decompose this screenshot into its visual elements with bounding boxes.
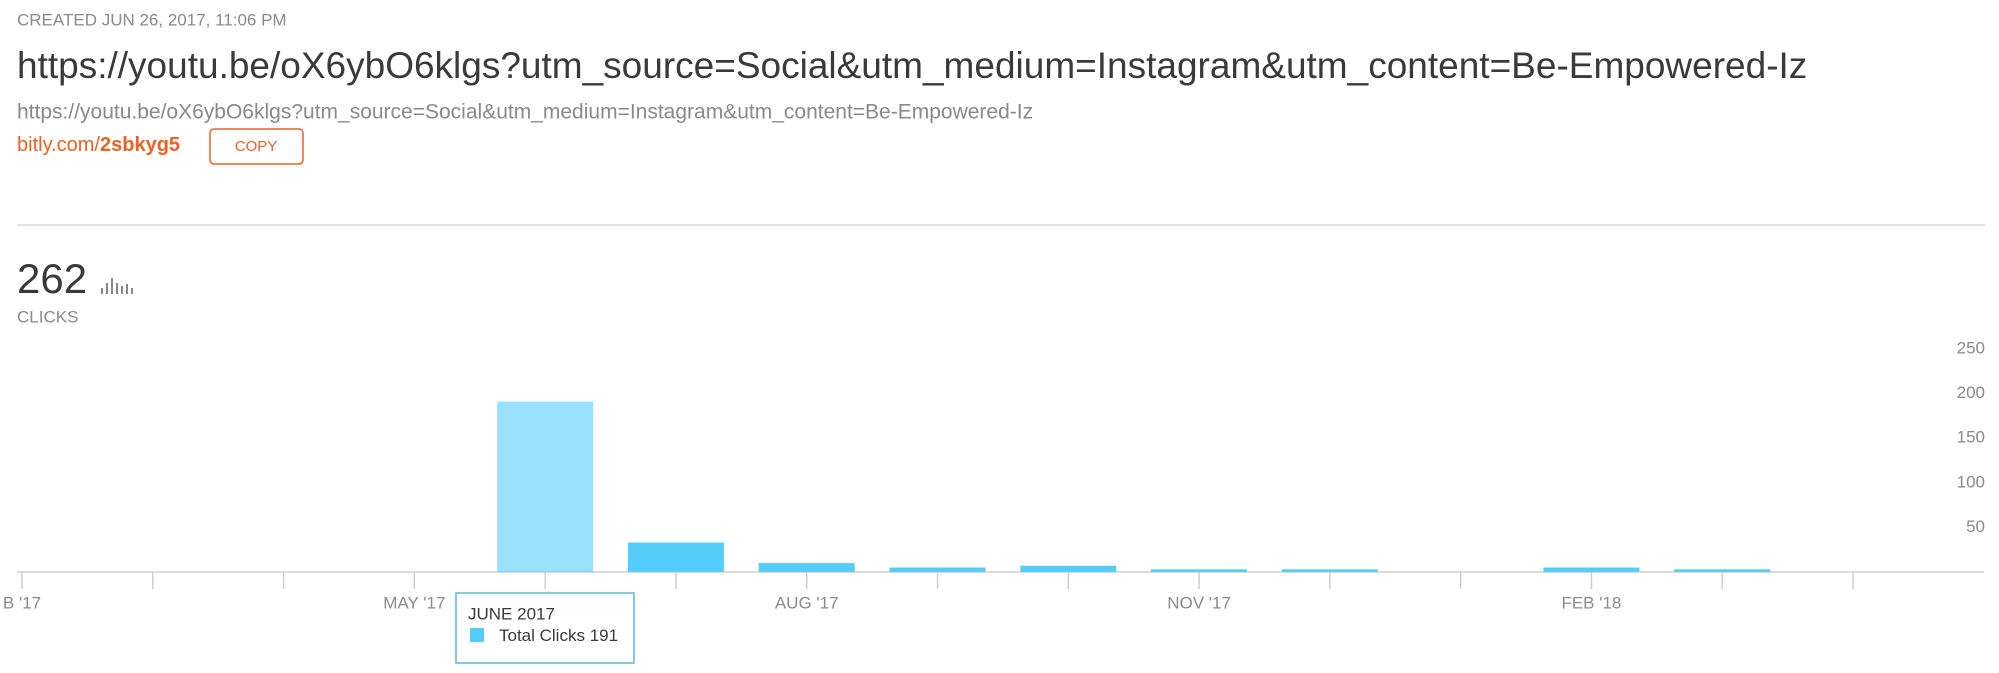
clicks-label: CLICKS xyxy=(17,307,78,326)
y-tick-label: 200 xyxy=(1957,383,1985,402)
bar xyxy=(1151,569,1248,572)
created-date: CREATED JUN 26, 2017, 11:06 PM xyxy=(17,10,287,29)
chart: 50 100 150 200 250 B '17 MAY '17 AUG '17 NOV '17… xyxy=(3,338,1985,612)
bar xyxy=(1543,567,1640,572)
copy-label: COPY xyxy=(235,138,278,155)
tooltip-title: JUNE 2017 xyxy=(468,604,555,623)
bar xyxy=(1020,565,1117,572)
x-tick-label: NOV '17 xyxy=(1167,593,1231,612)
y-tick-label: 150 xyxy=(1957,428,1985,447)
y-tick-label: 100 xyxy=(1957,472,1985,491)
tooltip: JUNE 2017 Total Clicks 191 xyxy=(455,592,635,664)
x-tick-label: MAY '17 xyxy=(383,593,445,612)
chart-icon xyxy=(101,278,133,294)
bar xyxy=(497,401,594,572)
link-title: https://youtu.be/oX6ybO6klgs?utm_source=… xyxy=(17,45,1807,86)
bar xyxy=(1281,569,1378,572)
short-domain: bitly.com/ xyxy=(17,134,100,156)
bar xyxy=(1674,569,1771,572)
tooltip-swatch xyxy=(470,628,484,642)
short-code: 2sbkyg5 xyxy=(100,134,180,156)
tooltip-box xyxy=(455,592,635,664)
bar xyxy=(627,542,724,572)
y-tick-label: 50 xyxy=(1966,517,1985,536)
short-link[interactable]: bitly.com/2sbkyg5 xyxy=(17,134,180,156)
bar xyxy=(758,563,855,572)
x-tick-label: FEB '18 xyxy=(1561,593,1621,612)
tooltip-series: Total Clicks 191 xyxy=(499,626,618,645)
x-tick-label: AUG '17 xyxy=(775,593,839,612)
long-url[interactable]: https://youtu.be/oX6ybO6klgs?utm_source=… xyxy=(17,101,1033,124)
x-tick-label: B '17 xyxy=(3,593,41,612)
tooltip-series-name: Total Clicks xyxy=(499,626,585,645)
total-clicks: 262 xyxy=(17,255,87,302)
copy-button[interactable] xyxy=(209,128,304,165)
y-tick-label: 250 xyxy=(1957,338,1985,357)
tooltip-value: 191 xyxy=(590,626,618,645)
bar xyxy=(889,567,986,572)
